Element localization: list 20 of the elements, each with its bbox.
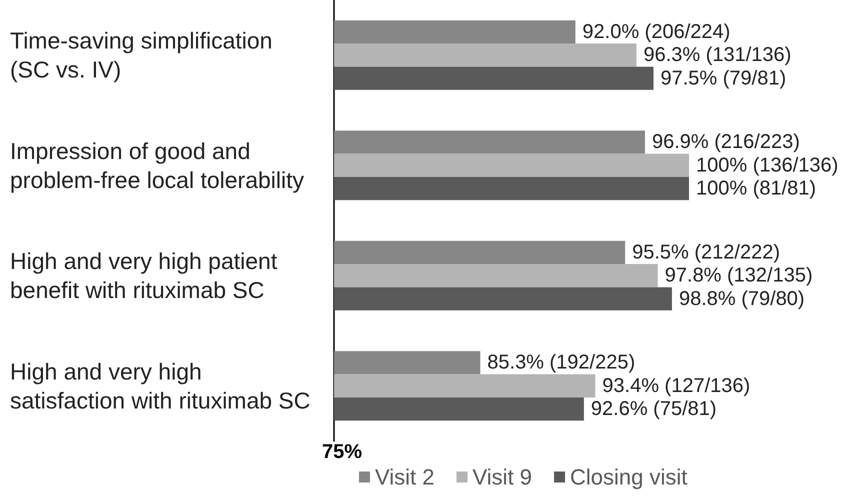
data-label: 100% (136/136) <box>696 154 838 176</box>
y-tick-label: Time-saving simplification (SC vs. IV) <box>10 28 279 83</box>
y-tick-label: High and very high satisfaction with rituximab SC <box>10 358 310 414</box>
data-label: 85.3% (192/225) <box>487 352 636 374</box>
data-label: 97.8% (132/135) <box>664 264 813 287</box>
data-label: 96.3% (131/136) <box>643 44 792 66</box>
legend-label: Closing visit <box>570 464 688 490</box>
data-label: 93.4% (127/136) <box>602 374 750 397</box>
annotation: 75% <box>322 441 362 463</box>
legend-label: Visit 2 <box>375 464 435 490</box>
data-label: 95.5% (212/222) <box>632 241 780 264</box>
y-tick-label: High and very high patient benefit with rituximab SC <box>10 248 284 304</box>
data-label: 92.0% (206/224) <box>582 20 730 43</box>
data-label: 97.5% (79/81) <box>660 67 786 90</box>
data-label: 98.8% (79/80) <box>678 288 805 310</box>
data-label: 96.9% (216/223) <box>652 131 800 154</box>
data-label: 92.6% (75/81) <box>590 398 717 420</box>
legend-label: Visit 9 <box>472 464 532 490</box>
data-label: 100% (81/81) <box>696 178 816 200</box>
y-tick-label: Impression of good and problem-free local tolerability <box>10 138 305 193</box>
